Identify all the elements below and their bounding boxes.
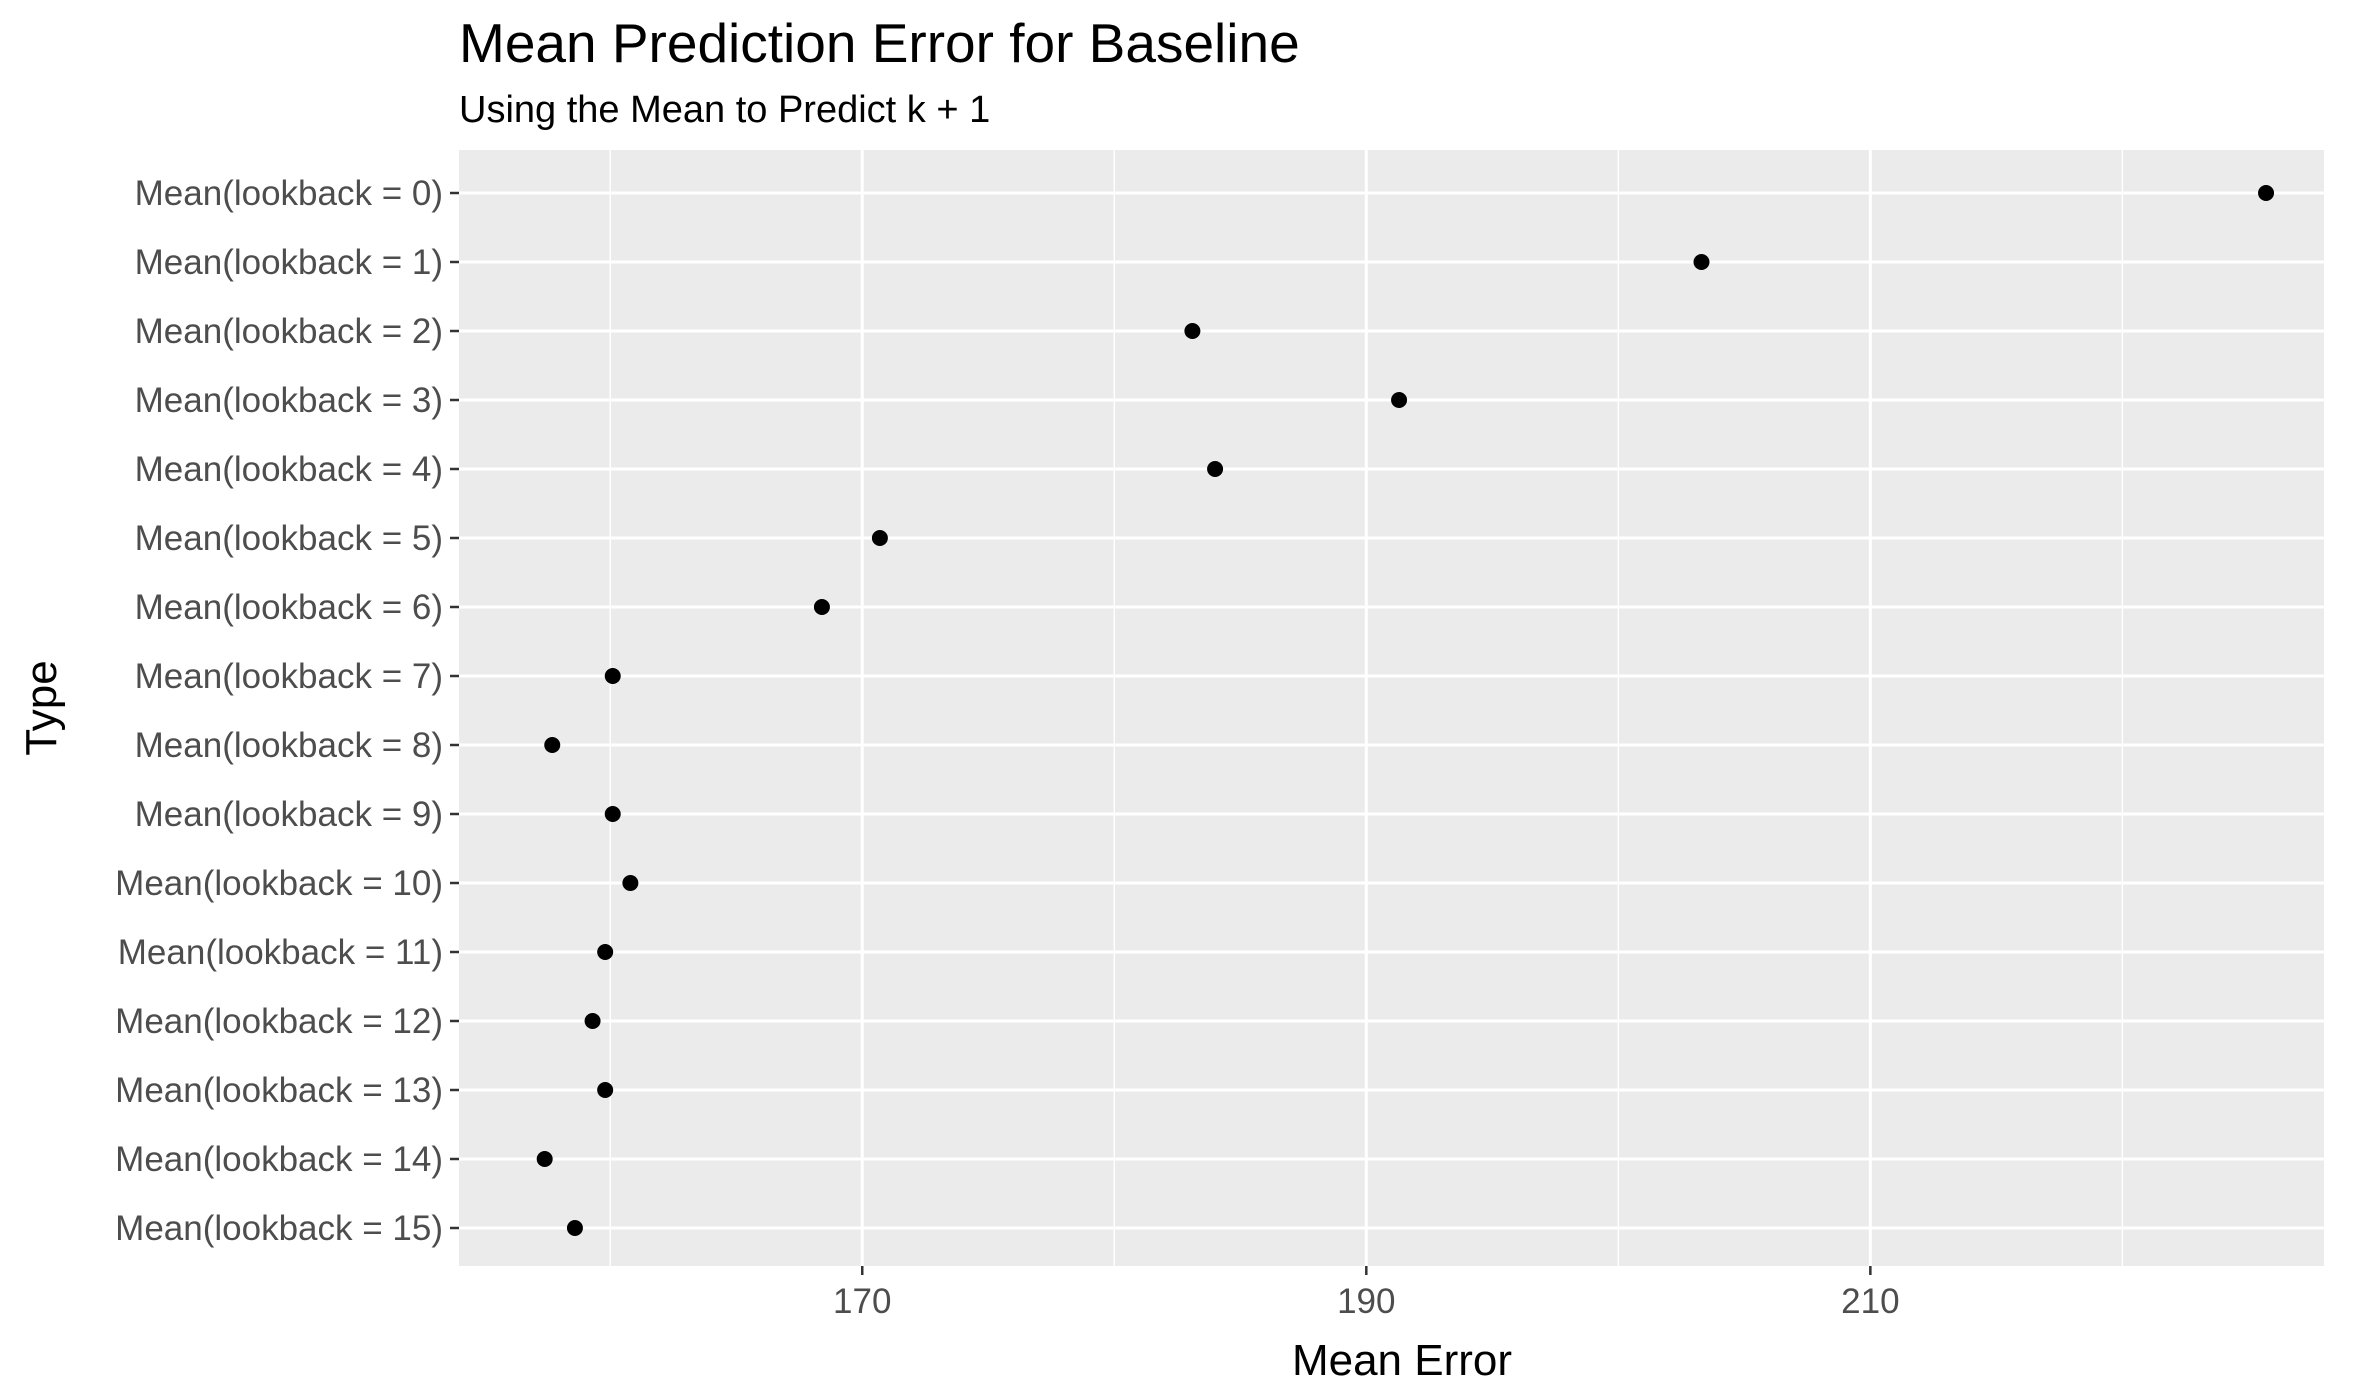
plot-panel xyxy=(459,150,2324,1266)
y-tick-label: Mean(lookback = 15) xyxy=(115,1209,443,1248)
y-tick-label: Mean(lookback = 4) xyxy=(135,450,443,489)
y-tick-label: Mean(lookback = 14) xyxy=(115,1140,443,1179)
y-tick-label: Mean(lookback = 8) xyxy=(135,726,443,765)
y-tick-label: Mean(lookback = 10) xyxy=(115,864,443,903)
y-tick-label: Mean(lookback = 13) xyxy=(115,1071,443,1110)
data-points xyxy=(536,185,2275,1236)
x-tick-label: 210 xyxy=(1841,1282,1899,1321)
y-tick-label: Mean(lookback = 11) xyxy=(118,933,443,972)
y-tick-label: Mean(lookback = 1) xyxy=(135,243,443,282)
y-tick-label: Mean(lookback = 12) xyxy=(115,1002,443,1041)
y-tick-label: Mean(lookback = 2) xyxy=(135,312,443,351)
data-point xyxy=(604,668,621,684)
data-point xyxy=(597,1082,614,1098)
data-point xyxy=(1184,323,1201,339)
data-point xyxy=(604,806,621,822)
data-point xyxy=(2258,185,2275,201)
y-tick-label: Mean(lookback = 0) xyxy=(135,174,443,213)
x-tick-label: 170 xyxy=(833,1282,891,1321)
data-point xyxy=(622,875,639,891)
y-tick-label: Mean(lookback = 7) xyxy=(135,657,443,696)
chart-title: Mean Prediction Error for Baseline xyxy=(459,12,1300,74)
x-axis: 170 190 210 xyxy=(833,1266,1900,1321)
data-point xyxy=(536,1151,553,1167)
y-axis: Mean(lookback = 0) Mean(lookback = 1) Mean… xyxy=(115,174,459,1248)
x-axis-title: Mean Error xyxy=(1292,1336,1512,1385)
x-tick-label: 190 xyxy=(1337,1282,1395,1321)
data-point xyxy=(1391,392,1408,408)
y-tick-label: Mean(lookback = 3) xyxy=(135,381,443,420)
data-point xyxy=(566,1220,583,1236)
data-point xyxy=(584,1013,601,1029)
y-tick-label: Mean(lookback = 5) xyxy=(135,519,443,558)
data-point xyxy=(544,737,561,753)
data-point xyxy=(813,599,830,615)
y-tick-label: Mean(lookback = 9) xyxy=(135,795,443,834)
y-axis-title: Type xyxy=(17,660,66,755)
data-point xyxy=(871,530,888,546)
data-point xyxy=(1207,461,1224,477)
chart-subtitle: Using the Mean to Predict k + 1 xyxy=(459,89,990,131)
grid xyxy=(459,150,2324,1266)
data-point xyxy=(1693,254,1710,270)
data-point xyxy=(597,944,614,960)
y-tick-label: Mean(lookback = 6) xyxy=(135,588,443,627)
